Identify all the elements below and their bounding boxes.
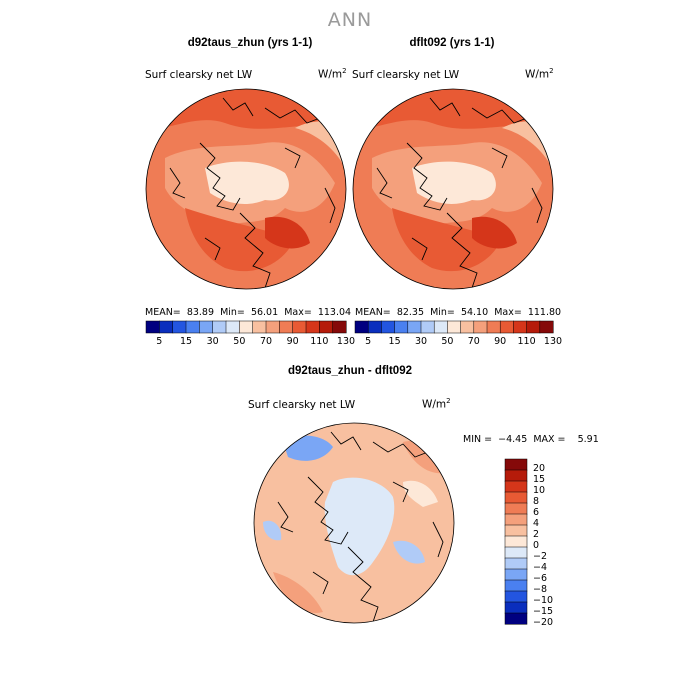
colorbar-swatch	[513, 320, 528, 334]
colorbar-swatch	[486, 320, 501, 334]
colorbar-swatch	[504, 524, 528, 537]
colorbar-tick-label: 110	[517, 336, 536, 347]
colorbar-swatch	[407, 320, 422, 334]
colorbar-tick-label: −4	[533, 561, 548, 573]
colorbar-tick-label: 2	[533, 528, 540, 540]
diff-panel-colorbar	[504, 458, 528, 625]
colorbar-tick-label: −2	[533, 550, 548, 562]
colorbar-swatch	[504, 535, 528, 548]
colorbar-swatch	[504, 601, 528, 614]
panel-1-stats: MEAN= 83.89 Min= 56.01 Max= 113.04	[145, 307, 352, 318]
panel-2-stats: MEAN= 82.35 Min= 54.10 Max= 111.80	[355, 307, 562, 318]
colorbar-swatch	[504, 480, 528, 493]
colorbar-tick-label: 4	[533, 517, 540, 529]
colorbar-swatch	[504, 590, 528, 603]
colorbar-swatch	[394, 320, 409, 334]
colorbar-tick-label: −8	[533, 583, 548, 595]
colorbar-tick-label: 130	[543, 336, 563, 347]
diff-panel-units: W/m2	[422, 397, 451, 411]
colorbar-swatch	[504, 458, 528, 471]
colorbar-swatch	[159, 320, 174, 334]
colorbar-tick-label: 5	[365, 336, 372, 347]
colorbar-tick-label: 30	[414, 336, 428, 347]
colorbar-swatch	[504, 557, 528, 570]
colorbar-tick-label: 6	[533, 506, 540, 518]
panel-1-units: W/m2	[318, 67, 347, 81]
panel-1-variable-label: Surf clearsky net LW	[145, 69, 253, 81]
panel-1-colorbar	[145, 320, 347, 334]
figure-title: ANN	[327, 9, 373, 31]
diff-panel-stats: MIN = −4.45 MAX = 5.91	[463, 434, 599, 445]
colorbar-swatch	[212, 320, 227, 334]
colorbar-tick-label: 0	[533, 539, 540, 551]
colorbar-tick-label: −20	[533, 616, 554, 628]
panel-2-title: dflt092 (yrs 1-1)	[409, 37, 495, 49]
diff-panel-title: d92taus_zhun - dflt092	[288, 365, 412, 377]
colorbar-swatch	[504, 568, 528, 581]
diff-panel-polar-map	[253, 422, 455, 624]
colorbar-swatch	[145, 320, 160, 334]
colorbar-swatch	[504, 546, 528, 559]
colorbar-tick-label: 70	[467, 336, 480, 347]
colorbar-swatch	[504, 502, 528, 515]
colorbar-swatch	[460, 320, 475, 334]
colorbar-tick-label: 50	[233, 336, 246, 347]
colorbar-swatch	[420, 320, 435, 334]
colorbar-swatch	[319, 320, 334, 334]
colorbar-tick-label: 15	[533, 473, 546, 485]
panel-2-units: W/m2	[525, 67, 554, 81]
colorbar-tick-label: 110	[310, 336, 329, 347]
panel-2-polar-map	[352, 88, 554, 290]
panel-2-colorbar	[354, 320, 554, 334]
colorbar-swatch	[539, 320, 554, 334]
colorbar-swatch	[225, 320, 240, 334]
colorbar-tick-label: 70	[259, 336, 273, 347]
colorbar-swatch	[504, 469, 528, 482]
colorbar-tick-label: 15	[179, 336, 193, 347]
colorbar-tick-label: 130	[336, 336, 356, 347]
colorbar-swatch	[504, 579, 528, 592]
colorbar-swatch	[504, 612, 528, 625]
colorbar-swatch	[172, 320, 187, 334]
colorbar-swatch	[199, 320, 214, 334]
colorbar-swatch	[305, 320, 320, 334]
colorbar-swatch	[279, 320, 294, 334]
colorbar-swatch	[504, 491, 528, 504]
colorbar-tick-label: −10	[533, 594, 554, 606]
colorbar-tick-label: 90	[494, 336, 507, 347]
colorbar-swatch	[265, 320, 280, 334]
colorbar-swatch	[292, 320, 307, 334]
colorbar-tick-label: 8	[533, 495, 540, 507]
panel-1-polar-map	[145, 88, 347, 290]
colorbar-tick-label: −15	[533, 605, 554, 617]
colorbar-swatch	[504, 513, 528, 526]
colorbar-swatch	[447, 320, 462, 334]
colorbar-tick-label: 10	[533, 484, 546, 496]
colorbar-swatch	[239, 320, 254, 334]
colorbar-tick-label: 30	[206, 336, 219, 347]
panel-1-title: d92taus_zhun (yrs 1-1)	[187, 37, 313, 49]
colorbar-tick-label: 90	[286, 336, 299, 347]
panel-2-variable-label: Surf clearsky net LW	[352, 69, 460, 81]
colorbar-swatch	[367, 320, 382, 334]
colorbar-tick-label: 20	[533, 462, 546, 474]
colorbar-swatch	[473, 320, 488, 334]
colorbar-swatch	[526, 320, 541, 334]
colorbar-tick-label: 15	[388, 336, 401, 347]
colorbar-tick-label: 50	[441, 336, 454, 347]
colorbar-swatch	[252, 320, 267, 334]
colorbar-swatch	[499, 320, 514, 334]
colorbar-tick-label: −6	[533, 572, 548, 584]
colorbar-swatch	[354, 320, 369, 334]
colorbar-swatch	[185, 320, 200, 334]
colorbar-tick-label: 5	[156, 336, 163, 347]
diff-panel-variable-label: Surf clearsky net LW	[248, 399, 356, 411]
colorbar-swatch	[433, 320, 448, 334]
colorbar-swatch	[332, 320, 347, 334]
colorbar-swatch	[381, 320, 396, 334]
